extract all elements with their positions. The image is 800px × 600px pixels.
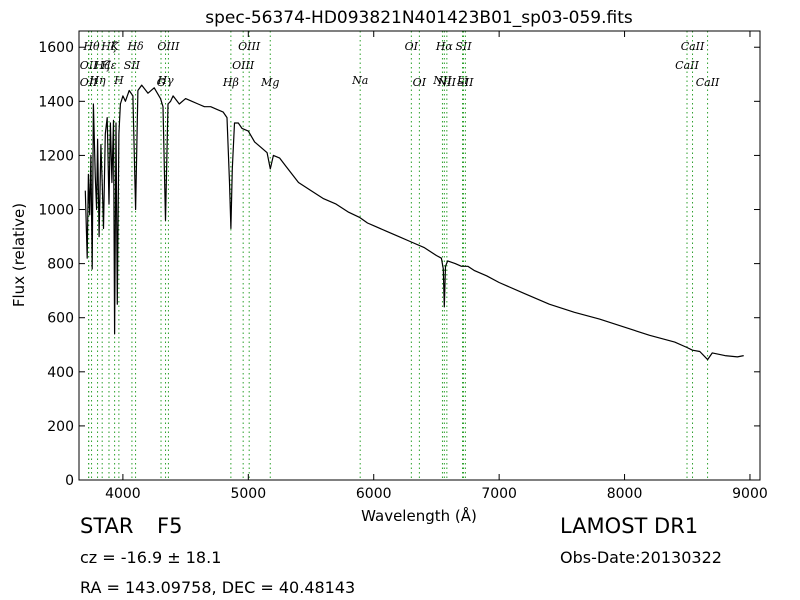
line-label: OI [405, 40, 419, 53]
line-label: Hθ [82, 40, 100, 53]
x-tick-label: 8000 [607, 486, 643, 502]
line-label: CaII [675, 59, 699, 72]
y-tick-label: 0 [65, 473, 74, 489]
x-axis-label: Wavelength (Å) [361, 506, 477, 525]
y-tick-label: 600 [47, 311, 74, 327]
line-label: OIII [238, 40, 261, 53]
line-label: SII [455, 40, 472, 53]
spectral-line-markers: OIIOIIHθHηHζHζHεKHSIIHδGHγOIIIHβOIIIOIII… [80, 31, 720, 480]
x-tick-label: 7000 [481, 486, 517, 502]
line-label: OII [80, 59, 98, 72]
y-tick-label: 1200 [38, 148, 74, 164]
x-tick-label: 6000 [356, 486, 392, 502]
line-label: G [157, 76, 166, 89]
line-label: Hγ [156, 74, 174, 87]
line-label: K [110, 40, 120, 53]
line-label: OIII [232, 59, 255, 72]
line-label: SII [124, 59, 141, 72]
line-label: Hη [88, 74, 106, 87]
line-label: CaII [696, 76, 720, 89]
object-subclass: F5 [157, 514, 183, 538]
spectrum-line [84, 84, 744, 361]
axis-ticks: 4000 5000 6000 7000 8000 9000 0 200 400 600 800 100… [38, 31, 768, 502]
line-label: Hδ [126, 40, 144, 53]
y-tick-label: 800 [47, 257, 74, 273]
line-label: OIII [157, 40, 180, 53]
survey-name: LAMOST DR1 [560, 514, 699, 538]
observation-date: Obs-Date:20130322 [560, 548, 722, 567]
object-class: STAR [80, 514, 134, 538]
line-label: OII [80, 76, 98, 89]
line-label: Hα [435, 40, 454, 53]
line-label: Hζ [93, 59, 111, 72]
y-tick-label: 200 [47, 419, 74, 435]
line-label: Hε [100, 59, 117, 72]
line-label: Mg [260, 76, 279, 89]
line-label: Na [351, 74, 368, 87]
x-tick-label: 9000 [732, 486, 768, 502]
line-label: Hβ [222, 76, 239, 89]
chart-title: spec-56374-HD093821N401423B01_sp03-059.f… [205, 8, 633, 28]
line-label: CaII [681, 40, 705, 53]
y-axis-label: Flux (relative) [10, 203, 28, 307]
line-label: Hζ [100, 40, 118, 53]
line-label: NII [437, 76, 457, 89]
line-label: OI [413, 76, 427, 89]
y-tick-label: 400 [47, 365, 74, 381]
x-tick-label: 5000 [230, 486, 266, 502]
plot-frame [78, 30, 761, 481]
x-tick-label: 4000 [105, 486, 141, 502]
y-tick-label: 1600 [38, 40, 74, 56]
redshift-value: cz = -16.9 ± 18.1 [80, 548, 222, 567]
line-label: H [113, 74, 124, 87]
sky-coordinates: RA = 143.09758, DEC = 40.48143 [80, 578, 356, 597]
y-tick-label: 1000 [38, 203, 74, 219]
line-label: SII [457, 76, 474, 89]
y-tick-label: 1400 [38, 94, 74, 110]
line-label: Li [456, 74, 468, 87]
